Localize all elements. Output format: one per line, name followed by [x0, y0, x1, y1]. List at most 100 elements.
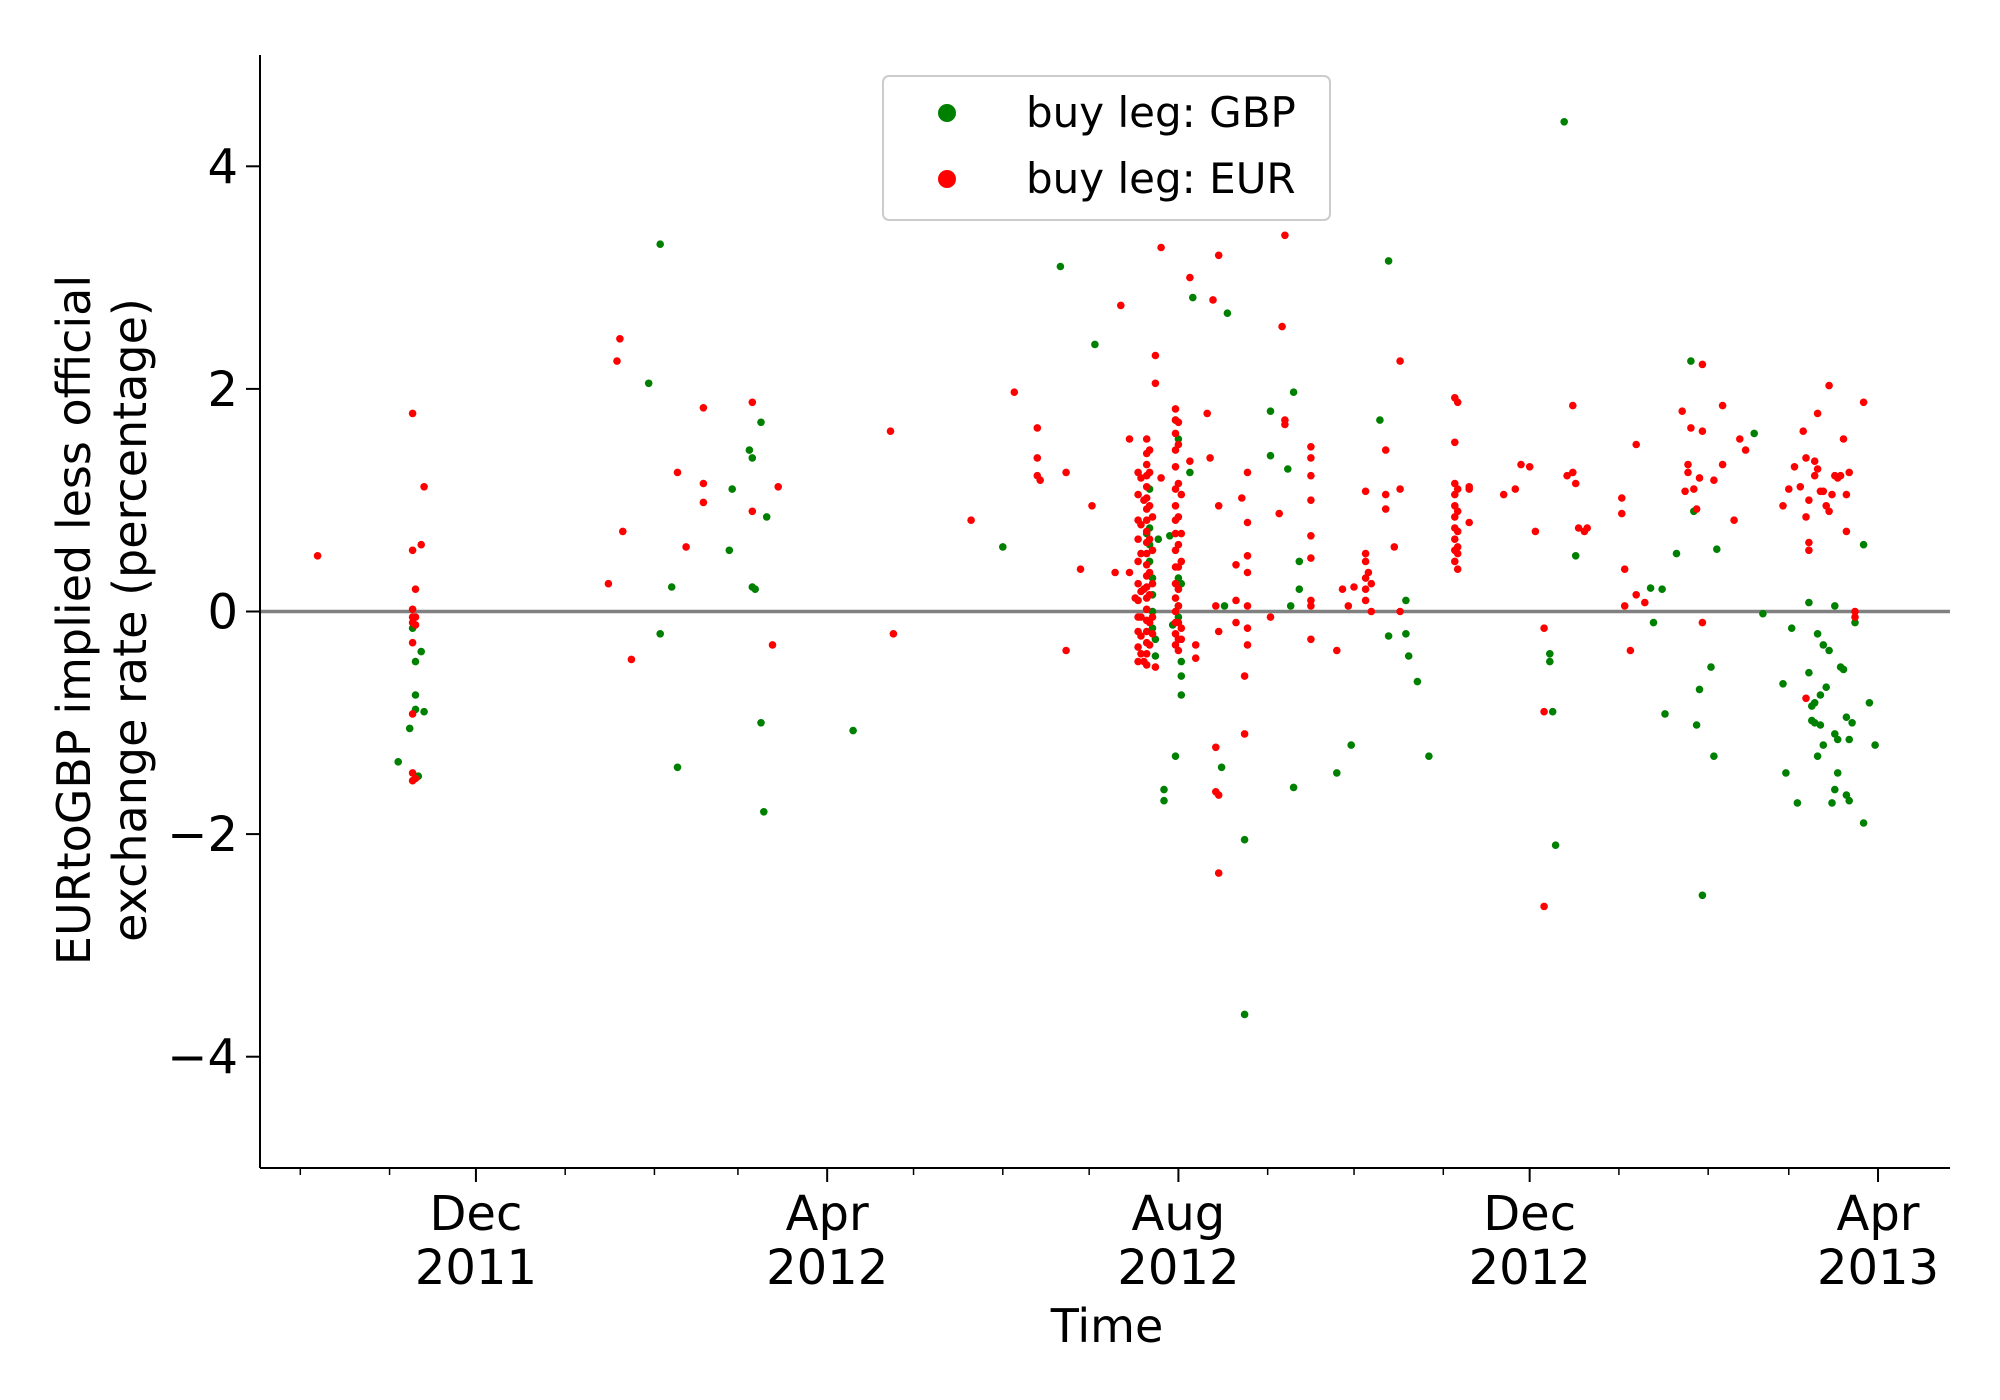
- data-point-eur: [1499, 490, 1508, 499]
- data-point-eur: [1796, 483, 1805, 491]
- data-point-eur: [1574, 524, 1583, 532]
- data-point-eur: [1137, 474, 1145, 482]
- data-point-eur: [1842, 490, 1851, 499]
- data-point-eur: [1802, 513, 1810, 521]
- data-point-gbp: [1698, 891, 1707, 900]
- data-point-eur: [1243, 552, 1252, 560]
- data-point-eur: [1805, 538, 1813, 547]
- data-point-gbp: [745, 446, 754, 454]
- data-point-eur: [1451, 557, 1459, 566]
- data-point-gbp: [1848, 719, 1856, 727]
- data-point-gbp: [1284, 465, 1292, 473]
- data-point-eur: [411, 621, 420, 629]
- data-point-eur: [1214, 502, 1223, 510]
- data-point-eur: [1453, 565, 1462, 573]
- data-point-gbp: [1833, 735, 1842, 744]
- data-point-eur: [1802, 694, 1810, 703]
- data-point-eur: [408, 409, 417, 418]
- data-point-eur: [1825, 507, 1833, 516]
- y-axis-label: EURtoGBP implied less official exchange …: [47, 275, 157, 965]
- data-point-eur: [1453, 507, 1462, 516]
- data-point-gbp: [1831, 785, 1839, 794]
- data-point-gbp: [1851, 618, 1859, 627]
- data-point-eur: [1142, 583, 1151, 591]
- data-point-eur: [1177, 624, 1186, 632]
- data-point-gbp: [417, 647, 426, 656]
- data-point-gbp: [1148, 624, 1157, 632]
- data-point-eur: [1525, 463, 1534, 471]
- x-tick-label-year: 2012: [1117, 1240, 1239, 1296]
- data-point-eur: [1088, 502, 1096, 510]
- data-point-gbp: [1177, 657, 1186, 666]
- data-point-eur: [1451, 513, 1459, 521]
- data-point-gbp: [1425, 752, 1433, 760]
- data-point-eur: [1307, 602, 1315, 610]
- data-point-eur: [1799, 427, 1807, 436]
- data-point-eur: [1212, 602, 1220, 610]
- data-point-eur: [1134, 643, 1142, 651]
- data-point-eur: [1453, 398, 1462, 407]
- data-point-eur: [1177, 490, 1186, 499]
- data-point-gbp: [1174, 435, 1183, 443]
- legend-box: [882, 75, 1331, 221]
- data-point-eur: [1151, 351, 1160, 360]
- data-point-gbp: [1845, 796, 1853, 805]
- data-point-gbp: [1413, 677, 1422, 686]
- data-point-eur: [748, 398, 757, 407]
- data-point-eur: [1171, 529, 1180, 538]
- data-point-gbp: [728, 485, 736, 493]
- data-point-eur: [1569, 468, 1577, 477]
- data-point-eur: [1710, 476, 1718, 485]
- data-point-gbp: [1810, 699, 1819, 707]
- data-point-eur: [1307, 471, 1315, 480]
- data-point-eur: [1174, 585, 1183, 593]
- data-point-eur: [1174, 602, 1183, 610]
- data-point-gbp: [1177, 672, 1186, 680]
- data-point-eur: [1396, 607, 1404, 616]
- data-point-eur: [1453, 549, 1462, 558]
- data-point-eur: [613, 357, 621, 365]
- data-point-gbp: [1707, 663, 1715, 671]
- data-point-eur: [1174, 618, 1183, 627]
- data-point-eur: [1062, 468, 1070, 477]
- data-point-eur: [1134, 535, 1142, 543]
- data-point-gbp: [999, 543, 1007, 551]
- data-point-gbp: [1404, 652, 1413, 660]
- data-point-gbp: [1819, 741, 1828, 749]
- data-point-gbp: [1813, 630, 1822, 638]
- data-point-gbp: [1813, 752, 1822, 760]
- data-point-eur: [699, 498, 708, 507]
- legend-label-gbp: buy leg: GBP: [1026, 88, 1296, 137]
- data-point-eur: [1571, 479, 1580, 488]
- data-point-eur: [1243, 518, 1252, 527]
- data-point-eur: [1174, 563, 1183, 571]
- data-point-eur: [1531, 527, 1540, 536]
- data-point-eur: [1361, 574, 1370, 582]
- data-point-eur: [1148, 579, 1157, 588]
- data-point-eur: [411, 613, 420, 621]
- data-point-gbp: [1871, 741, 1879, 749]
- data-point-eur: [1361, 557, 1370, 566]
- data-point-eur: [1145, 591, 1154, 599]
- data-point-gbp: [1091, 340, 1099, 349]
- data-point-eur: [1142, 483, 1151, 491]
- data-point-eur: [411, 585, 420, 593]
- data-point-gbp: [1779, 680, 1787, 688]
- data-point-eur: [1148, 613, 1157, 621]
- data-point-eur: [1243, 624, 1252, 632]
- data-point-eur: [1350, 583, 1358, 591]
- y-axis-label-line-1: EURtoGBP implied less official: [47, 275, 101, 965]
- data-point-eur: [1632, 591, 1640, 599]
- data-point-eur: [1465, 483, 1473, 491]
- data-point-eur: [1396, 357, 1404, 365]
- data-point-eur: [1145, 502, 1154, 510]
- data-point-eur: [1142, 435, 1151, 443]
- data-point-eur: [1819, 487, 1828, 496]
- data-point-eur: [1344, 602, 1353, 610]
- data-point-eur: [1802, 454, 1810, 462]
- data-point-eur: [1678, 407, 1686, 416]
- data-point-eur: [1307, 596, 1315, 605]
- x-tick-label-month: Dec: [1483, 1186, 1576, 1242]
- data-point-eur: [1307, 443, 1315, 451]
- data-point-eur: [1142, 460, 1151, 469]
